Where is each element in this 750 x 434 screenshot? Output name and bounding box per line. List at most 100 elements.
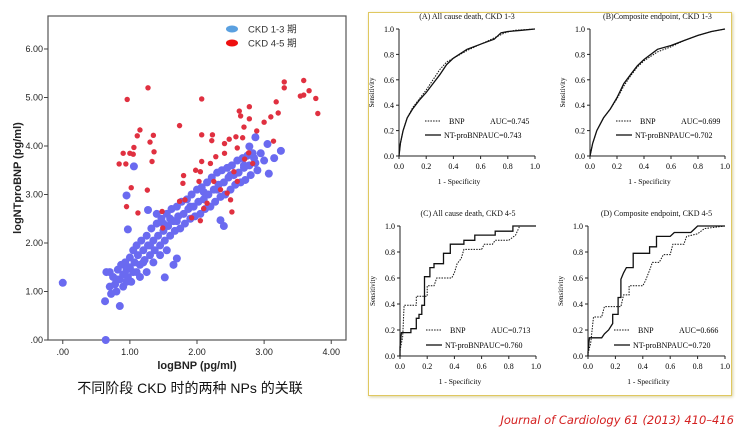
data-point: [180, 180, 186, 187]
data-point: [142, 268, 151, 277]
citation: Journal of Cardiology 61 (2013) 410–416: [500, 413, 734, 427]
data-point: [137, 236, 146, 245]
data-point: [211, 197, 220, 206]
data-point: [260, 156, 269, 165]
data-point: [313, 95, 319, 102]
data-point: [149, 158, 155, 165]
y-tick-label: 0.0: [573, 352, 583, 361]
roc-panel-frame: [368, 12, 732, 396]
data-point: [301, 92, 307, 98]
data-point: [58, 278, 67, 287]
data-point: [216, 216, 225, 225]
y-tick-label: 1.0: [573, 222, 583, 231]
data-point: [281, 85, 287, 91]
roc-curve-nt-probnp: [398, 28, 536, 157]
x-tick-label: 0.8: [504, 362, 514, 371]
legend-auc: AUC=0.713: [491, 326, 530, 335]
data-point: [120, 150, 126, 156]
data-point: [261, 119, 267, 125]
data-point: [192, 167, 199, 173]
y-tick-label: 2.00: [25, 238, 43, 248]
data-point: [182, 197, 188, 203]
data-point: [241, 124, 247, 130]
y-tick-label: 0.2: [385, 326, 395, 335]
data-point: [160, 273, 169, 282]
y-tick-label: 0.4: [385, 300, 395, 309]
y-tick-label: 0.8: [573, 248, 583, 257]
y-tick-label: 0.4: [573, 300, 583, 309]
y-tick-label: 0.2: [384, 127, 394, 136]
data-point: [129, 268, 138, 277]
data-point: [152, 209, 161, 218]
data-point: [180, 172, 187, 179]
x-tick-label: 0.6: [666, 162, 676, 171]
x-tick-label: 0.8: [503, 162, 513, 171]
data-point: [135, 210, 141, 216]
y-tick-label: .00: [30, 335, 43, 345]
data-point: [149, 258, 158, 267]
data-point: [135, 272, 144, 281]
data-point: [154, 231, 163, 240]
data-point: [122, 191, 131, 200]
data-point: [250, 160, 256, 167]
x-tick-label: 1.00: [121, 347, 139, 357]
data-point: [146, 241, 155, 250]
y-tick-label: 1.0: [385, 222, 395, 231]
legend-label: CKD 1-3 期: [248, 25, 297, 36]
data-point: [144, 206, 153, 215]
data-point: [180, 219, 189, 228]
legend-label: CKD 4-5 期: [248, 39, 297, 50]
x-tick-label: 0.6: [665, 362, 675, 371]
roc-curves: (A) All cause death, CKD 1-3 0.0 0.0 0.2 0.2…: [368, 12, 730, 386]
x-tick-label: .00: [57, 347, 70, 357]
data-point: [234, 145, 240, 151]
panel-title: (A) All cause death, CKD 1-3: [419, 12, 515, 21]
legend-label-auc: NT-proBNPAUC=0.720: [633, 341, 711, 350]
data-point: [169, 260, 178, 269]
data-point: [123, 161, 129, 167]
data-point: [162, 246, 171, 255]
data-point: [219, 222, 228, 231]
data-point: [217, 186, 224, 193]
x-tick-label: 0.6: [477, 362, 487, 371]
y-tick-label: 0.0: [384, 152, 394, 161]
data-point: [231, 168, 237, 175]
y-tick-label: 0.2: [573, 326, 583, 335]
data-point: [188, 215, 195, 221]
data-point: [187, 190, 196, 199]
data-point: [224, 190, 230, 196]
y-tick-label: 0.8: [384, 50, 394, 59]
data-point: [101, 336, 110, 344]
data-point: [197, 168, 204, 175]
x-axis-label: logBNP (pg/ml): [157, 360, 237, 372]
legend-label-auc: NT-proBNPAUC=0.760: [445, 341, 523, 350]
data-point: [276, 146, 285, 155]
data-point: [159, 208, 165, 215]
data-point: [236, 108, 242, 114]
y-axis-label: Sensitivity: [368, 77, 376, 107]
data-point: [159, 219, 168, 228]
data-point: [239, 135, 246, 141]
data-point: [241, 156, 248, 162]
data-point: [172, 217, 181, 226]
roc-curve-nt-probnp: [589, 28, 726, 157]
data-point: [176, 122, 183, 129]
data-point: [147, 139, 153, 145]
x-axis-label: 1 - Specificity: [438, 177, 481, 186]
x-tick-label: 0.8: [693, 362, 703, 371]
data-point: [301, 77, 307, 84]
data-point: [198, 132, 205, 138]
data-point: [147, 224, 156, 233]
y-tick-label: 0.6: [385, 274, 395, 283]
data-point: [268, 114, 274, 120]
y-axis-label: logNTproBNP (pg/ml): [12, 122, 24, 234]
data-point: [245, 142, 254, 151]
data-point: [144, 187, 151, 193]
data-point: [137, 127, 143, 133]
legend-marker: [226, 39, 238, 47]
x-tick-label: 0.4: [449, 362, 459, 371]
data-point: [233, 134, 239, 140]
y-tick-label: 0.6: [384, 76, 394, 85]
data-point: [186, 202, 195, 211]
x-tick-label: 1.0: [720, 162, 730, 171]
